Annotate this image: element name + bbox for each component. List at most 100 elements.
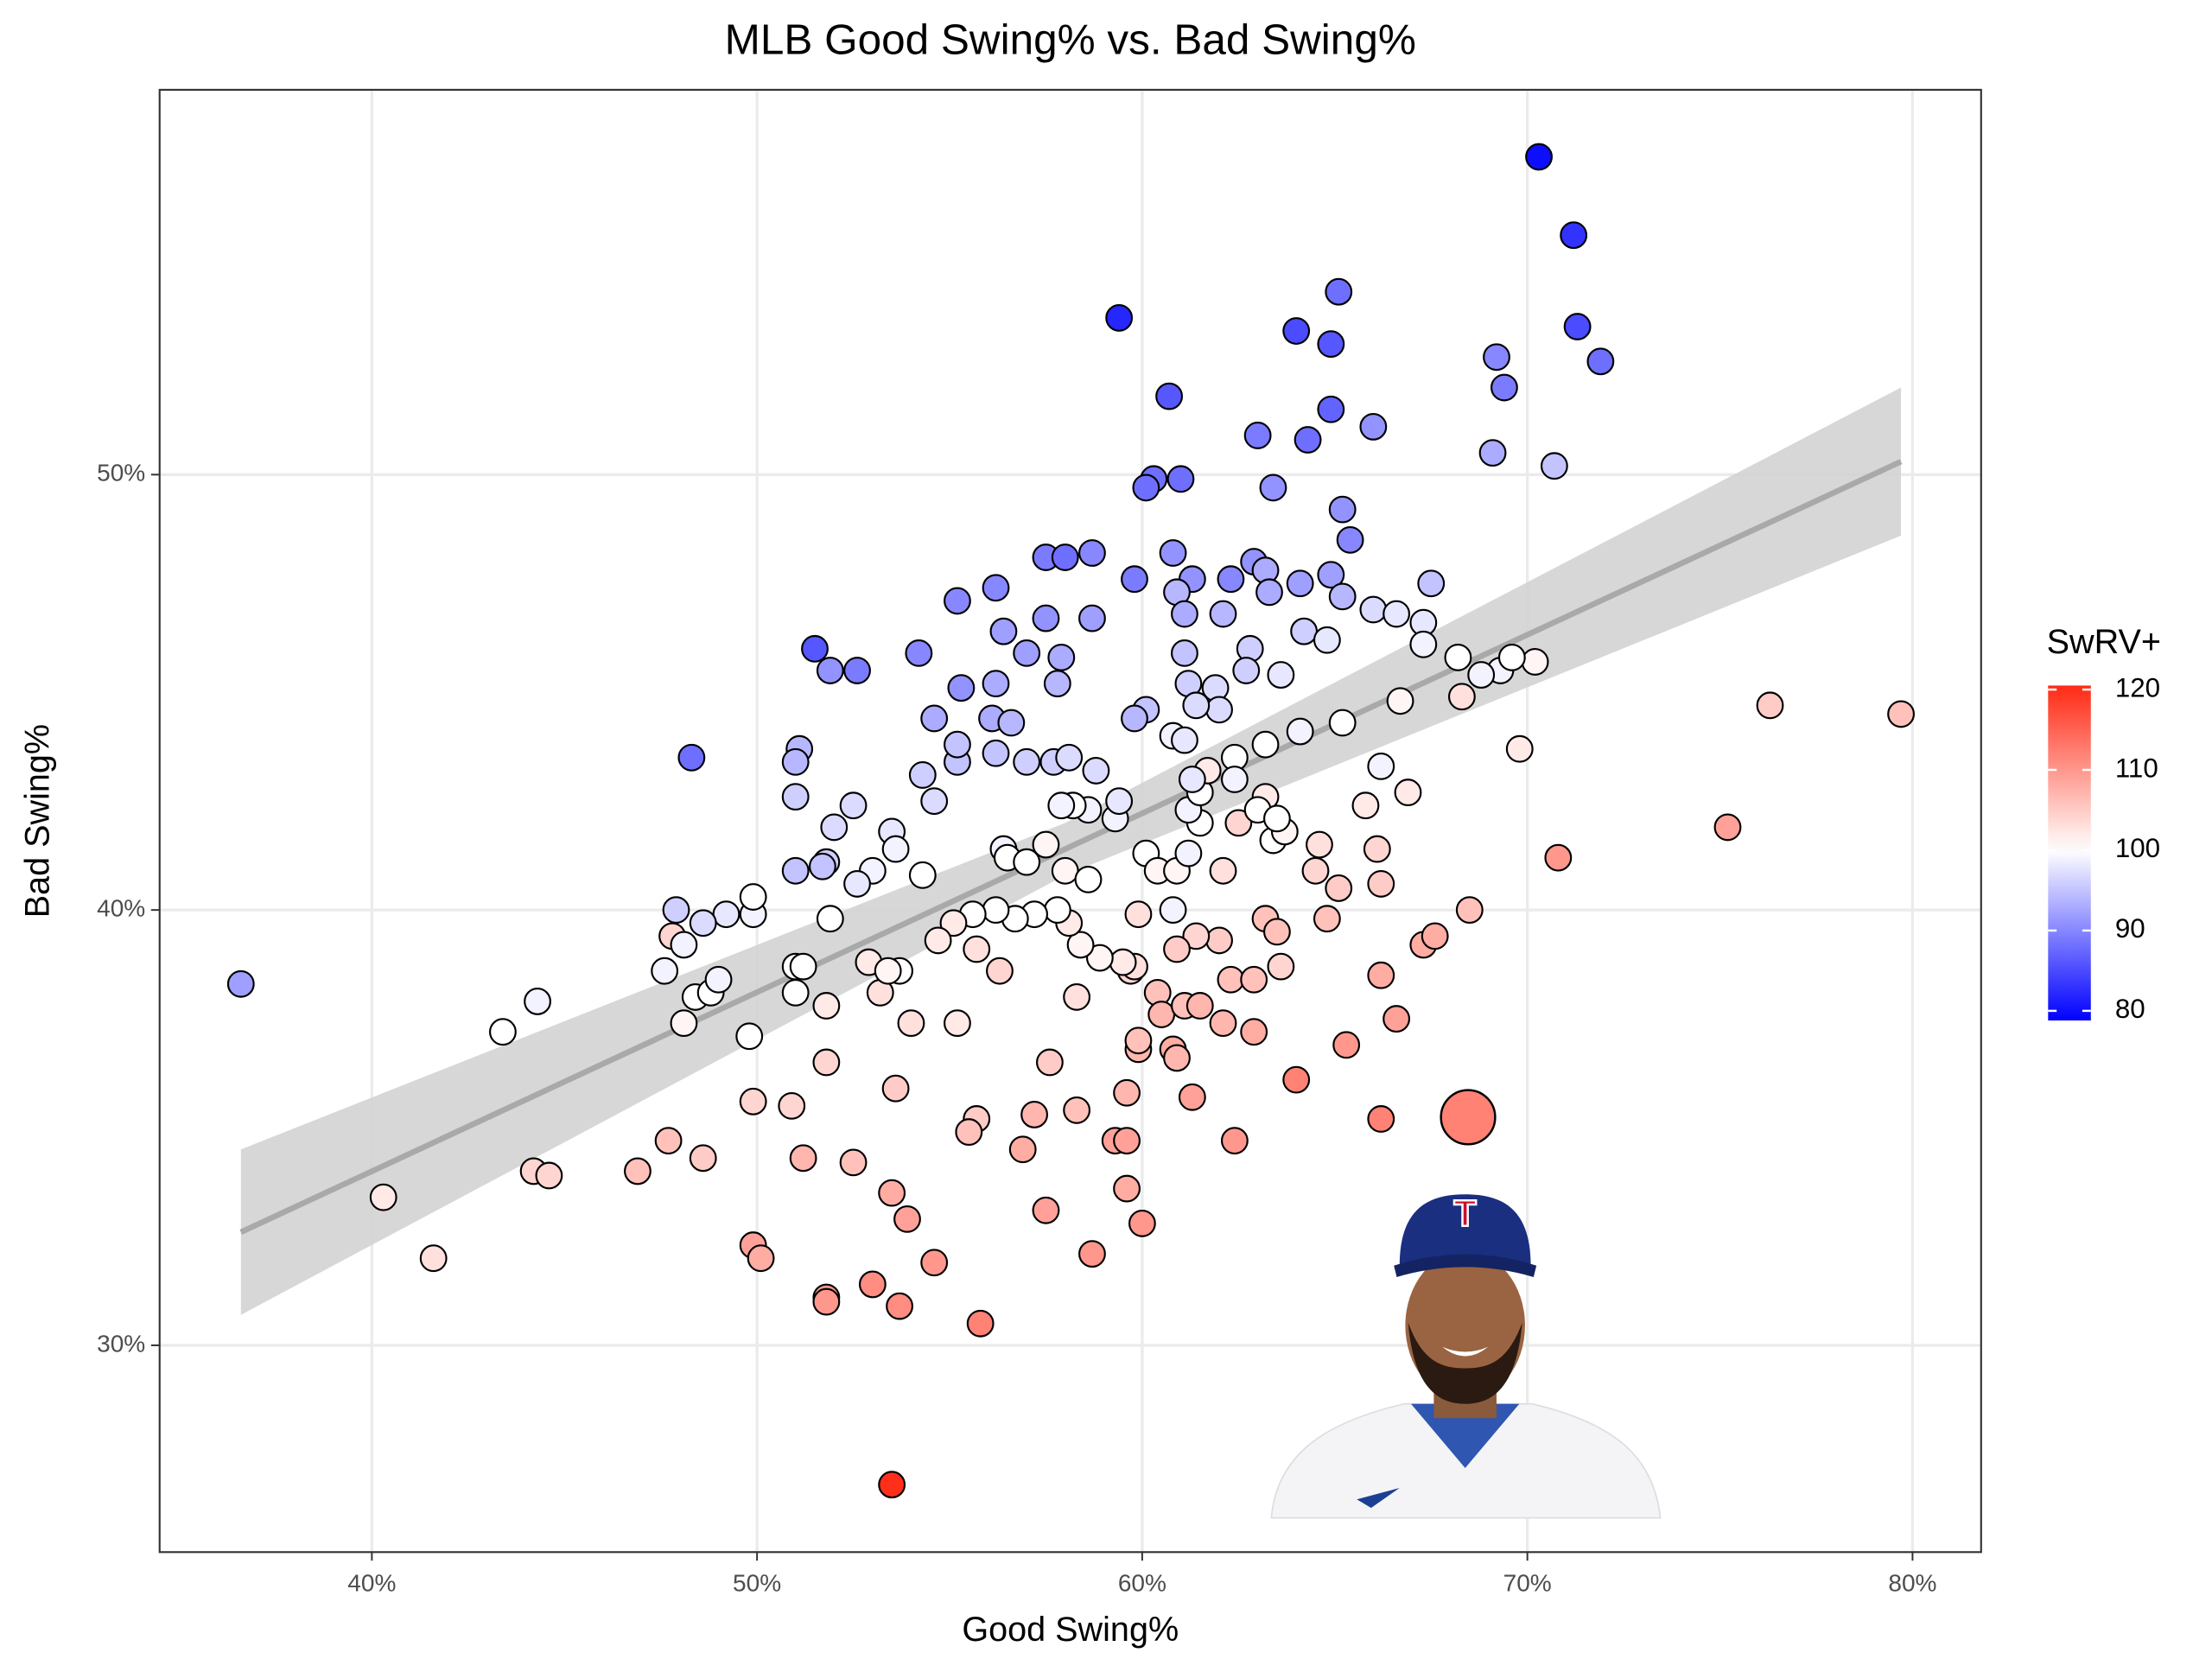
- point: [839, 791, 868, 820]
- x-tick-label: 70%: [1503, 1570, 1552, 1597]
- point: [1267, 952, 1295, 981]
- point: [886, 1292, 913, 1320]
- point: [1367, 869, 1395, 898]
- point: [1286, 569, 1314, 598]
- colorbar: [2048, 685, 2091, 1021]
- point: [1171, 726, 1198, 754]
- point: [1317, 395, 1345, 423]
- point: [778, 1091, 806, 1120]
- point: [1063, 982, 1091, 1011]
- point: [1317, 330, 1345, 359]
- point: [944, 1009, 971, 1038]
- point: [677, 743, 706, 772]
- point: [1359, 412, 1388, 441]
- point: [535, 1161, 563, 1190]
- point: [1113, 1127, 1141, 1155]
- point: [489, 1018, 517, 1046]
- point: [1313, 905, 1341, 933]
- point: [858, 1270, 887, 1299]
- point: [1282, 317, 1311, 345]
- point: [908, 861, 937, 889]
- point: [808, 852, 836, 880]
- point: [781, 978, 810, 1007]
- point: [1336, 525, 1364, 554]
- point: [1109, 948, 1137, 976]
- point: [920, 787, 949, 816]
- chart-title: MLB Good Swing% vs. Bad Swing%: [725, 16, 1416, 64]
- jersey-collar: [1410, 1403, 1520, 1468]
- colorbar-label: 90: [2115, 913, 2145, 944]
- point: [1263, 804, 1291, 833]
- point: [1282, 1065, 1311, 1094]
- point: [1328, 495, 1357, 524]
- point: [881, 835, 910, 863]
- point: [1105, 787, 1134, 816]
- point: [1217, 965, 1245, 994]
- point: [1171, 600, 1198, 628]
- confidence-band: [240, 387, 1902, 1315]
- point: [1063, 1096, 1091, 1124]
- colorbar-label: 120: [2115, 672, 2160, 702]
- point: [781, 783, 810, 811]
- jersey-logo: [1357, 1488, 1400, 1509]
- y-tick-label: 50%: [97, 460, 145, 486]
- point: [662, 896, 690, 925]
- point: [1113, 1174, 1141, 1203]
- point: [1332, 1031, 1361, 1059]
- point: [1171, 639, 1198, 667]
- point: [1521, 648, 1549, 676]
- point: [1043, 670, 1071, 698]
- point: [908, 761, 937, 789]
- point: [1013, 747, 1041, 776]
- point: [966, 1309, 995, 1338]
- point: [1540, 452, 1568, 480]
- point: [1421, 922, 1449, 950]
- beard: [1408, 1322, 1522, 1404]
- point: [789, 952, 817, 981]
- point: [1132, 474, 1160, 502]
- point: [1491, 373, 1518, 402]
- point: [524, 988, 551, 1015]
- point: [1294, 426, 1322, 454]
- axes: 40% 50% 60% 70% 80% 30% 40% 50%: [97, 460, 1936, 1597]
- point: [1174, 839, 1203, 868]
- point: [1363, 835, 1391, 863]
- highlight-point: [1440, 1089, 1497, 1146]
- point: [1382, 1005, 1411, 1033]
- x-axis-title: Good Swing%: [962, 1611, 1179, 1649]
- point: [1217, 565, 1245, 594]
- point: [1224, 809, 1253, 837]
- point: [689, 909, 717, 938]
- point: [1232, 657, 1261, 684]
- point: [789, 1144, 817, 1173]
- point: [1544, 843, 1573, 872]
- point: [704, 965, 733, 994]
- point: [1121, 565, 1148, 594]
- point: [1185, 992, 1214, 1020]
- colorbar-label: 80: [2115, 994, 2145, 1024]
- point: [1386, 687, 1414, 715]
- smile: [1442, 1346, 1489, 1357]
- point: [1078, 539, 1106, 567]
- point: [1047, 791, 1076, 820]
- point: [747, 1244, 775, 1273]
- colorbar-label: 110: [2115, 753, 2158, 783]
- point: [812, 1287, 841, 1316]
- point: [801, 634, 829, 663]
- point: [1497, 643, 1526, 671]
- point: [986, 957, 1014, 985]
- point: [1032, 1196, 1060, 1224]
- point: [1220, 766, 1249, 793]
- point: [735, 1022, 764, 1051]
- point: [1301, 856, 1330, 885]
- y-tick-label: 40%: [97, 895, 145, 922]
- legend-title: SwRV+: [2047, 623, 2161, 661]
- point: [874, 957, 902, 985]
- point: [1359, 595, 1388, 624]
- point: [1306, 830, 1333, 859]
- point: [1124, 900, 1153, 929]
- point: [1455, 896, 1484, 925]
- point: [1417, 569, 1446, 598]
